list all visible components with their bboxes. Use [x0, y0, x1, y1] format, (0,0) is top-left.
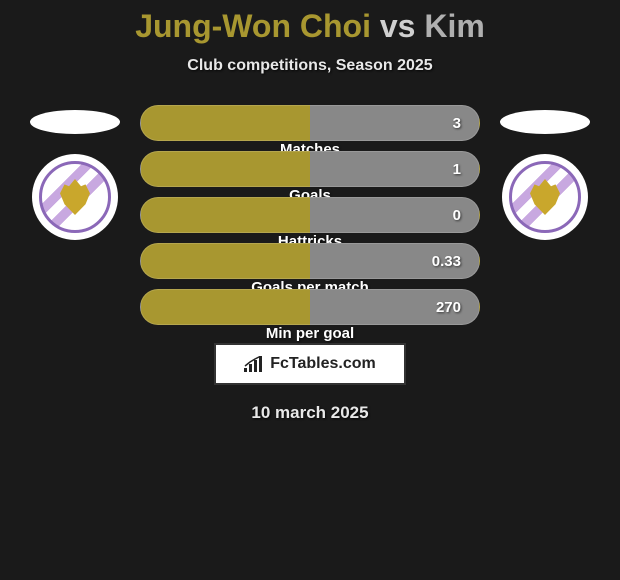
left-col	[30, 105, 120, 240]
player1-crest	[32, 154, 118, 240]
bar-mpg-right: 270	[431, 299, 461, 316]
player2-name: Kim	[424, 8, 484, 44]
bar-gpm-right: 0.33	[431, 253, 461, 270]
bar-hattricks-right: 0	[431, 207, 461, 224]
player1-name: Jung-Won Choi	[135, 8, 371, 44]
bar-goals-right: 1	[431, 161, 461, 178]
right-col	[500, 105, 590, 240]
bar-matches-right: 3	[431, 115, 461, 132]
page-title: Jung-Won Choi vs Kim	[135, 8, 485, 45]
chart-icon	[244, 356, 264, 372]
source-box: FcTables.com	[214, 343, 406, 385]
bar-hattricks: 0	[140, 197, 480, 233]
bar-mpg: 270	[140, 289, 480, 325]
player2-crest	[502, 154, 588, 240]
content-row: 3 Matches 1 Goals 0 Hattricks	[0, 105, 620, 325]
player1-ellipse	[30, 110, 120, 134]
bar-matches: 3	[140, 105, 480, 141]
source-text: FcTables.com	[270, 355, 376, 373]
bar-mpg-label: Min per goal	[266, 325, 354, 342]
stat-bars: 3 Matches 1 Goals 0 Hattricks	[140, 105, 480, 325]
bar-gpm: 0.33	[140, 243, 480, 279]
vs-text: vs	[380, 8, 416, 44]
player2-ellipse	[500, 110, 590, 134]
subtitle: Club competitions, Season 2025	[187, 57, 432, 75]
date: 10 march 2025	[251, 403, 368, 423]
bar-goals: 1	[140, 151, 480, 187]
